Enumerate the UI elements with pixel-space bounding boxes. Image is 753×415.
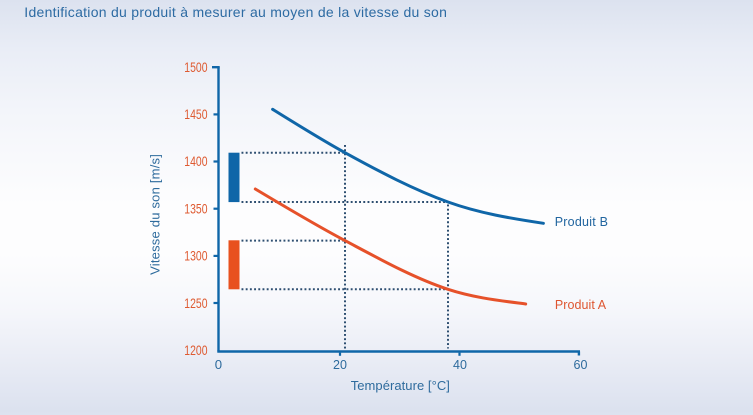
svg-text:60: 60 — [574, 357, 588, 372]
svg-text:1500: 1500 — [184, 60, 207, 75]
svg-text:Produit A: Produit A — [555, 298, 607, 312]
svg-text:1250: 1250 — [184, 296, 207, 311]
svg-text:1450: 1450 — [184, 107, 207, 122]
svg-text:Produit B: Produit B — [555, 215, 608, 229]
svg-text:Température [°C]: Température [°C] — [351, 378, 450, 393]
svg-text:Vitesse du son [m/s]: Vitesse du son [m/s] — [147, 154, 162, 275]
svg-text:1200: 1200 — [184, 343, 207, 358]
svg-text:1350: 1350 — [184, 201, 207, 216]
svg-text:0: 0 — [215, 357, 222, 372]
svg-text:Identification du produit à me: Identification du produit à mesurer au m… — [24, 4, 447, 20]
svg-text:1300: 1300 — [184, 249, 207, 264]
svg-text:20: 20 — [333, 357, 347, 372]
svg-text:1400: 1400 — [184, 154, 207, 169]
svg-text:40: 40 — [453, 357, 467, 372]
